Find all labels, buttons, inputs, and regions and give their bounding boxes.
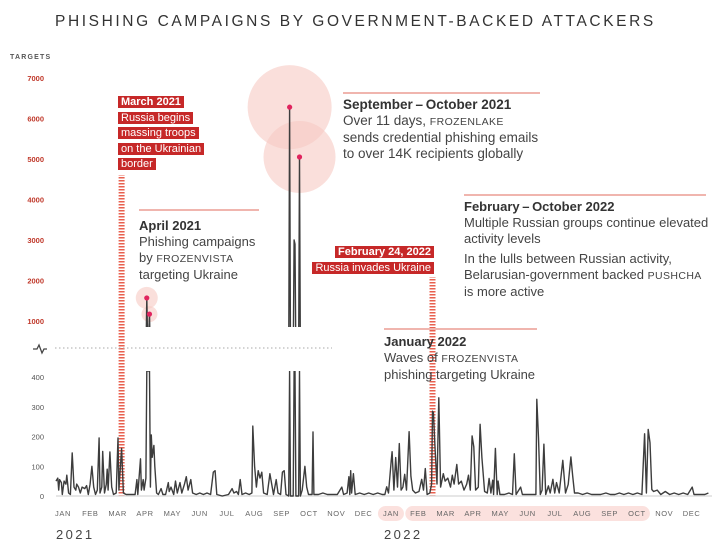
x-tick-label: OCT — [628, 509, 646, 518]
y-tick-label-upper: 4000 — [27, 196, 44, 205]
highlight-month-range — [377, 506, 404, 521]
x-tick-label: MAR — [436, 509, 454, 518]
y-tick-label-upper: 5000 — [27, 155, 44, 164]
year-label-2021: 2021 — [56, 527, 95, 542]
peak-dot — [144, 295, 150, 301]
peak-dot — [146, 311, 153, 317]
annotation-heading: January 2022 — [384, 334, 467, 349]
annotation-text: sends credential phishing emails to over… — [343, 130, 539, 161]
y-tick-label-lower: 0 — [40, 492, 44, 501]
x-tick-label: AUG — [573, 509, 591, 518]
annotation-jan-2022: January 2022 Waves of FROZENVISTA phishi… — [384, 328, 544, 383]
x-tick-label: NOV — [327, 509, 345, 518]
peak-dot — [287, 104, 293, 110]
annotation-text: targeting Ukraine — [139, 267, 238, 282]
y-tick-label-upper: 3000 — [27, 236, 44, 245]
annotation-text: Russia invades Ukraine — [312, 261, 434, 274]
x-tick-label: NOV — [655, 509, 673, 518]
year-label-2022: 2022 — [384, 527, 423, 542]
x-tick-label: JUL — [219, 509, 234, 518]
annotation-heading: February – October 2022 — [464, 199, 615, 214]
y-tick-label-lower: 300 — [31, 403, 44, 412]
x-tick-label: JUN — [191, 509, 207, 518]
y-tick-label-upper: 1000 — [27, 317, 44, 326]
y-tick-label-lower: 100 — [31, 462, 44, 471]
annotation-text: Phishing campaigns by — [139, 234, 256, 265]
axis-break-icon — [33, 343, 47, 355]
annotation-text: Over 11 days, — [343, 113, 430, 128]
x-tick-label: APR — [136, 509, 153, 518]
x-tick-label: MAY — [164, 509, 182, 518]
highlight-month-range — [405, 506, 650, 521]
peak-dot — [296, 154, 303, 160]
x-tick-label: DEC — [355, 509, 373, 518]
x-tick-label: MAY — [492, 509, 510, 518]
annotation-feb-oct-2022: February – October 2022 Multiple Russian… — [464, 194, 712, 304]
actor-name: FROZENVISTA — [156, 253, 234, 265]
annotation-heading: April 2021 — [139, 218, 202, 233]
y-tick-label-upper: 2000 — [27, 277, 44, 286]
annotation-text: Waves of — [384, 350, 442, 365]
x-tick-label: FEB — [82, 509, 98, 518]
x-tick-label: MAR — [108, 509, 126, 518]
x-tick-label: OCT — [300, 509, 318, 518]
y-tick-label-lower: 400 — [31, 373, 44, 382]
x-tick-label: SEP — [273, 509, 290, 518]
x-tick-label: AUG — [245, 509, 263, 518]
event-marker-line — [429, 277, 436, 496]
annotation-april-2021: April 2021 Phishing campaigns by FROZENV… — [139, 209, 261, 283]
x-tick-label: JUN — [519, 509, 535, 518]
series-line-lower — [55, 371, 709, 497]
x-tick-label: JAN — [55, 509, 71, 518]
x-tick-label: APR — [464, 509, 481, 518]
event-marker-line — [118, 175, 125, 496]
annotation-text: In the lulls between Russian activity, B… — [464, 251, 672, 282]
annotation-heading: February 24, 2022 — [338, 246, 431, 258]
annotation-feb-24-2022: February 24, 2022 Russia invades Ukraine — [300, 245, 434, 276]
x-tick-label: JAN — [383, 509, 399, 518]
actor-name: PUSHCHA — [647, 270, 702, 282]
annotation-heading: March 2021 — [121, 96, 181, 108]
annotation-text: on the Ukrainian — [118, 142, 205, 155]
actor-name: FROZENVISTA — [441, 353, 519, 365]
annotation-text: massing troops — [118, 127, 199, 139]
annotation-text: is more active — [464, 284, 545, 299]
annotation-heading: September – October 2021 — [343, 97, 512, 112]
x-tick-label: FEB — [410, 509, 426, 518]
annotation-text: border — [118, 158, 156, 170]
actor-name: FROZENLAKE — [429, 116, 504, 128]
annotation-text: Multiple Russian groups continue elevate… — [464, 215, 709, 246]
y-tick-label-upper: 7000 — [27, 74, 44, 83]
annotation-march-2021: March 2021 Russia begins massing troops … — [118, 95, 208, 173]
y-axis-label: TARGETS — [10, 54, 52, 61]
annotation-text: phishing targeting Ukraine — [384, 367, 536, 382]
annotation-sep-oct-2021: September – October 2021 Over 11 days, F… — [343, 92, 543, 162]
x-tick-label: SEP — [601, 509, 618, 518]
x-tick-label: JUL — [547, 509, 562, 518]
chart-title: PHISHING CAMPAIGNS BY GOVERNMENT-BACKED … — [55, 13, 656, 30]
annotation-text: Russia begins — [118, 111, 194, 124]
y-tick-label-lower: 200 — [31, 433, 44, 442]
x-tick-label: DEC — [683, 509, 701, 518]
y-tick-label-upper: 6000 — [27, 115, 44, 124]
